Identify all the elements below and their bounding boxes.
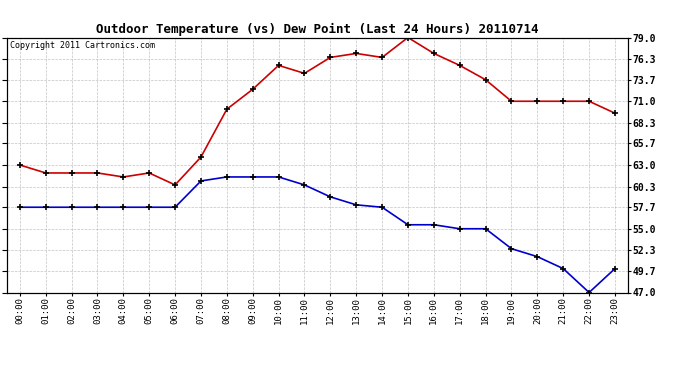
Title: Outdoor Temperature (vs) Dew Point (Last 24 Hours) 20110714: Outdoor Temperature (vs) Dew Point (Last…	[96, 23, 539, 36]
Text: Copyright 2011 Cartronics.com: Copyright 2011 Cartronics.com	[10, 41, 155, 50]
